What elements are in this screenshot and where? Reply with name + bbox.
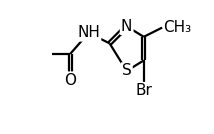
- Text: Br: Br: [135, 83, 152, 98]
- Text: O: O: [64, 73, 76, 88]
- Text: N: N: [121, 19, 132, 34]
- Text: NH: NH: [77, 25, 100, 40]
- Text: CH₃: CH₃: [163, 20, 192, 35]
- Text: S: S: [122, 63, 132, 78]
